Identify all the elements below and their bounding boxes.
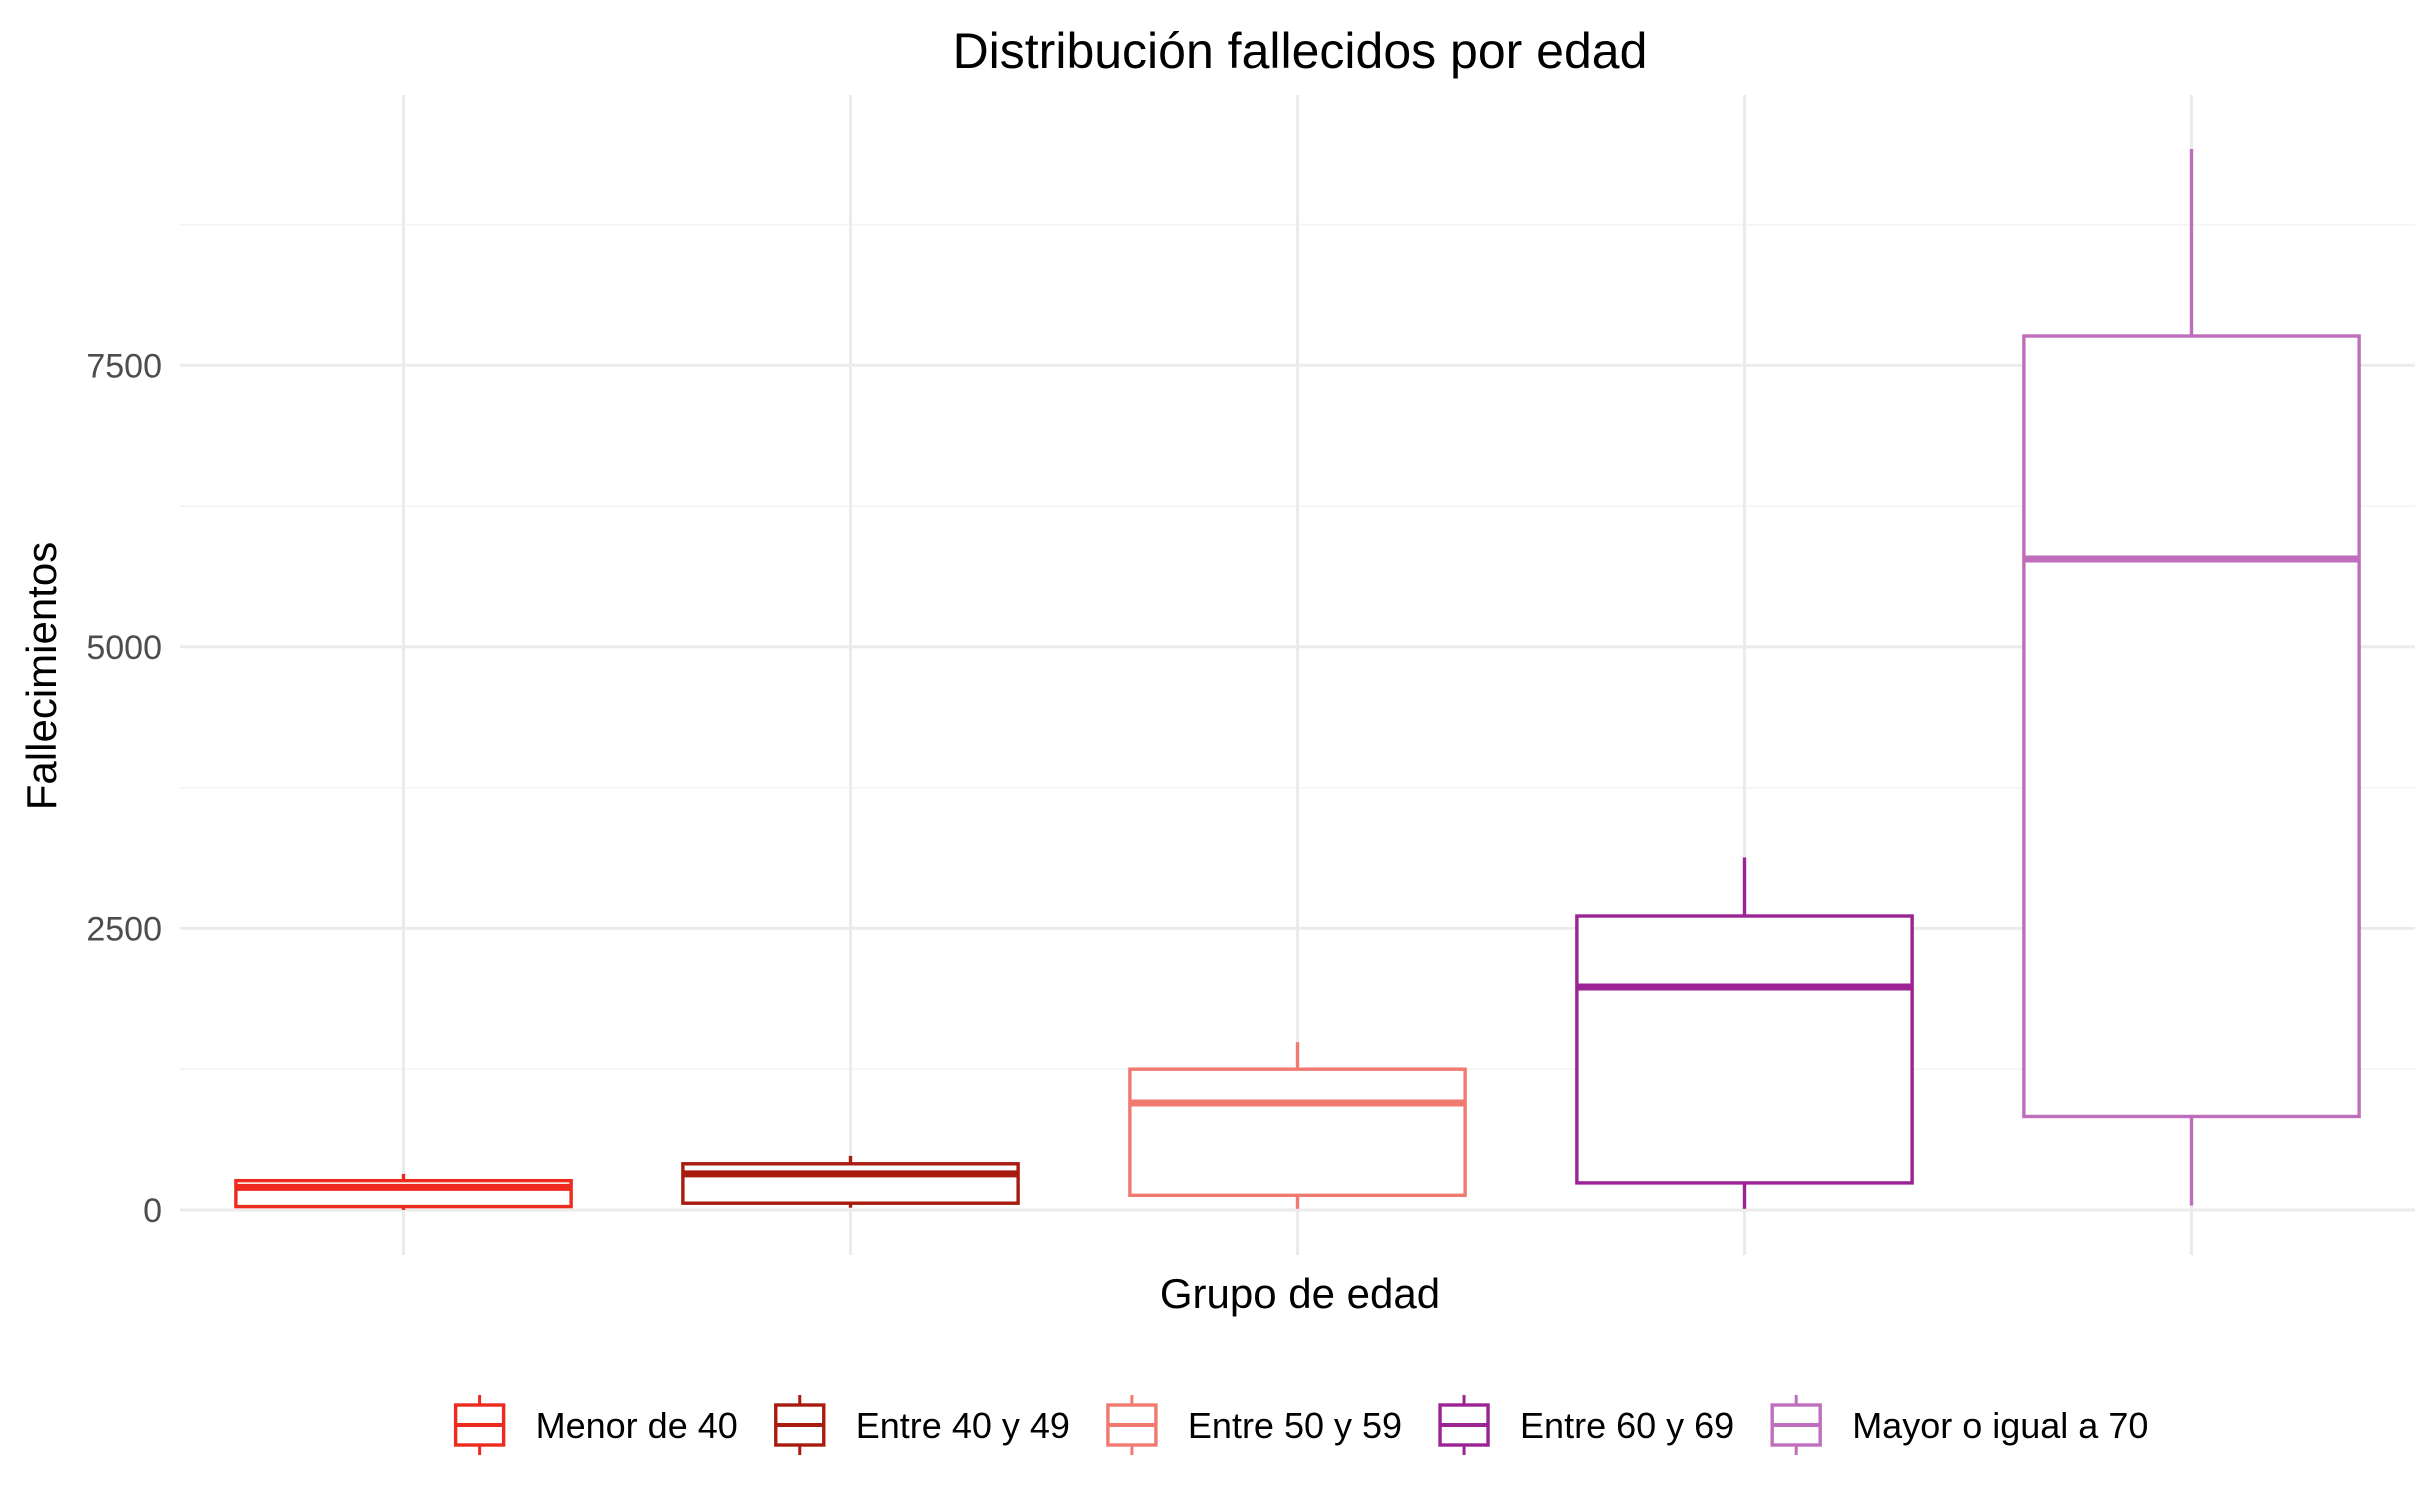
legend-item-5: Mayor o igual a 70 bbox=[1770, 1395, 2148, 1455]
box-3 bbox=[1128, 1042, 1467, 1209]
box-iqr bbox=[1575, 914, 1914, 1185]
x-axis-title: Grupo de edad bbox=[1160, 1270, 1440, 1317]
legend-label: Entre 50 y 59 bbox=[1188, 1405, 1402, 1446]
legend: Menor de 40 Entre 40 y 49 Entre 50 y 59 Ent… bbox=[453, 1395, 2148, 1455]
y-axis-title: Fallecimientos bbox=[18, 542, 65, 810]
legend-item-2: Entre 40 y 49 bbox=[774, 1395, 1070, 1455]
chart-title: Distribución fallecidos por edad bbox=[953, 23, 1648, 79]
legend-label: Entre 40 y 49 bbox=[856, 1405, 1070, 1446]
box-iqr bbox=[1128, 1067, 1467, 1198]
legend-item-1: Menor de 40 bbox=[453, 1395, 738, 1455]
box-4 bbox=[1575, 857, 1914, 1209]
boxes bbox=[234, 149, 2361, 1210]
box-1 bbox=[234, 1173, 573, 1210]
legend-label: Mayor o igual a 70 bbox=[1852, 1405, 2148, 1446]
legend-label: Menor de 40 bbox=[536, 1405, 738, 1446]
legend-item-4: Entre 60 y 69 bbox=[1438, 1395, 1734, 1455]
box-iqr bbox=[2022, 334, 2361, 1119]
y-tick-label: 0 bbox=[143, 1192, 162, 1230]
y-tick-label: 2500 bbox=[86, 910, 162, 948]
y-tick-label: 7500 bbox=[86, 347, 162, 385]
legend-item-3: Entre 50 y 59 bbox=[1106, 1395, 1402, 1455]
box-2 bbox=[681, 1155, 1020, 1208]
box-5 bbox=[2022, 149, 2361, 1206]
box-iqr bbox=[681, 1162, 1020, 1205]
y-axis-ticks: 0 2500 5000 7500 bbox=[86, 347, 162, 1230]
legend-label: Entre 60 y 69 bbox=[1520, 1405, 1734, 1446]
y-tick-label: 5000 bbox=[86, 629, 162, 667]
